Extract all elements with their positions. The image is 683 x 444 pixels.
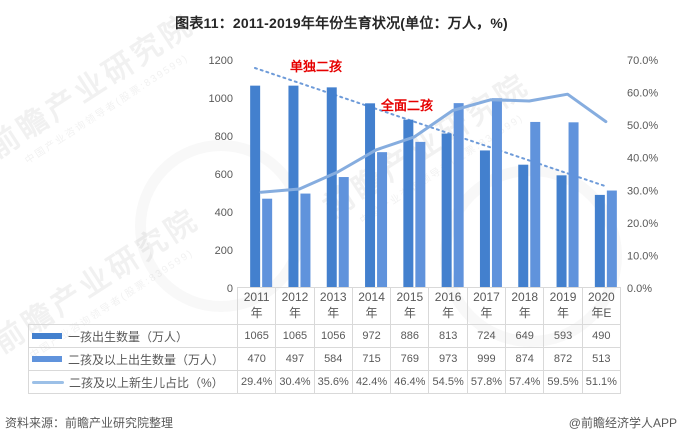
legend-cell: 二孩及以上出生数量（万人） [28, 347, 238, 371]
bar-first-child [556, 175, 567, 288]
right-axis-tick-label: 30.0% [627, 185, 658, 197]
table-cell: 972 [351, 324, 392, 348]
table-cell: 715 [351, 347, 392, 371]
table-cell: 42.4% [351, 370, 392, 394]
table-cell: 872 [543, 347, 583, 371]
bar-first-child [594, 194, 605, 288]
left-axis-tick-label: 800 [215, 131, 233, 143]
table-cell: 999 [466, 347, 507, 371]
bar-second-plus-child [415, 141, 426, 288]
table-cell: 724 [466, 324, 507, 348]
legend-bar-swatch [32, 333, 62, 339]
left-axis-tick-label: 200 [215, 245, 233, 257]
year-header-cell: 2019 年 [543, 287, 583, 325]
right-axis-tick-label: 40.0% [627, 153, 658, 165]
bar-second-plus-child [491, 98, 502, 288]
table-cell: 593 [543, 324, 583, 348]
table-cell: 1065 [236, 324, 277, 348]
source-note: 资料来源：前瞻产业研究院整理 [5, 416, 174, 430]
table-cell: 813 [428, 324, 468, 348]
table-cell: 57.4% [505, 370, 545, 394]
table-cell: 35.6% [313, 370, 353, 394]
bar-first-child [250, 85, 261, 289]
table-cell: 973 [428, 347, 468, 371]
table-cell: 470 [236, 347, 277, 371]
legend-line-swatch [32, 380, 64, 384]
table-cell: 584 [313, 347, 353, 371]
bar-first-child [326, 87, 337, 288]
table-cell: 29.4% [236, 370, 277, 394]
bar-first-child [288, 85, 299, 289]
legend-label: 二孩及以上新生儿占比（%） [69, 375, 224, 390]
table-row: 一孩出生数量（万人） 1065 1065 1056 972 886 813 724 649 593… [28, 324, 621, 348]
legend-cell: 二孩及以上新生儿占比（%） [28, 370, 238, 394]
year-header-cell: 2011 年 [236, 287, 277, 325]
table-row: 二孩及以上出生数量（万人） 470 497 584 715 769 973 999 874 872… [28, 347, 621, 371]
table-cell: 54.5% [428, 370, 468, 394]
table-cell: 490 [581, 324, 621, 348]
year-header-cell: 2016 年 [428, 287, 468, 325]
table-cell: 51.1% [581, 370, 621, 394]
bar-second-plus-child [300, 193, 311, 288]
bar-first-child [403, 119, 414, 288]
year-header-cell: 2012 年 [275, 287, 315, 325]
left-axis-tick-label: 1200 [209, 55, 233, 67]
year-header-cell: 2015 年 [390, 287, 430, 325]
table-cell: 649 [505, 324, 545, 348]
annotation-label: 全面二孩 [380, 98, 433, 113]
table-cell: 1065 [275, 324, 315, 348]
table-cell: 46.4% [390, 370, 430, 394]
legend-label: 一孩出生数量（万人） [68, 329, 189, 344]
bar-second-plus-child [338, 177, 349, 288]
right-axis-tick-label: 60.0% [627, 88, 658, 100]
year-header-cell: 2018 年 [505, 287, 545, 325]
year-header-cell: 2017 年 [466, 287, 507, 325]
bar-second-plus-child [530, 121, 541, 288]
left-axis-tick-label: 600 [215, 169, 233, 181]
year-header-cell: 2020 年E [581, 287, 621, 325]
bar-second-plus-child [377, 152, 388, 288]
year-header-cell: 2013 年 [313, 287, 353, 325]
trend-dotted-line [254, 67, 606, 187]
table-cell: 874 [505, 347, 545, 371]
table-cell: 30.4% [275, 370, 315, 394]
legend-cell: 一孩出生数量（万人） [28, 324, 238, 348]
right-axis-tick-label: 0.0% [627, 283, 652, 295]
legend-bar-swatch [32, 356, 62, 362]
bar-first-child [365, 103, 376, 288]
right-axis-tick-label: 70.0% [627, 55, 658, 67]
table-cell: 513 [581, 347, 621, 371]
year-header-cell: 2014 年 [351, 287, 392, 325]
table-corner [29, 288, 238, 325]
table-cell: 497 [275, 347, 315, 371]
table-cell: 886 [390, 324, 430, 348]
table-cell: 59.5% [543, 370, 583, 394]
credit-note: @前瞻经济学人APP [568, 416, 677, 430]
right-axis-tick-label: 10.0% [627, 250, 658, 262]
birth-statistics-chart: 0200400600800100012000.0%10.0%20.0%30.0%… [209, 55, 659, 295]
table-row: 二孩及以上新生儿占比（%） 29.4% 30.4% 35.6% 42.4% 46.4% 54… [28, 370, 621, 394]
legend-label: 二孩及以上出生数量（万人） [68, 352, 225, 367]
bar-first-child [479, 150, 490, 288]
bar-first-child [518, 164, 529, 288]
bar-second-plus-child [453, 103, 464, 288]
bar-first-child [441, 133, 452, 288]
left-axis-tick-label: 400 [215, 207, 233, 219]
page-title: 图表11：2011-2019年年份生育状况(单位：万人，%) [175, 15, 508, 31]
right-axis-tick-label: 20.0% [627, 218, 658, 230]
percentage-line [259, 92, 608, 194]
bar-second-plus-child [262, 198, 273, 288]
bar-second-plus-child [568, 122, 579, 288]
annotation-label: 单独二孩 [290, 59, 342, 74]
table-cell: 769 [390, 347, 430, 371]
watermark: 前瞻产业研究院 中国产业咨询领导者(股票:839599) [318, 67, 536, 227]
left-axis-tick-label: 1000 [209, 93, 233, 105]
data-table: 2011 年 2012 年 2013 年 2014 年 2015 年 2016 年 2017 年 2018 年… [28, 287, 621, 394]
table-cell: 57.8% [466, 370, 507, 394]
bar-second-plus-child [606, 190, 617, 288]
table-cell: 1056 [313, 324, 353, 348]
right-axis-tick-label: 50.0% [627, 120, 658, 132]
year-header-row: 2011 年 2012 年 2013 年 2014 年 2015 年 2016 年 2017 年 2018 年… [29, 287, 621, 325]
